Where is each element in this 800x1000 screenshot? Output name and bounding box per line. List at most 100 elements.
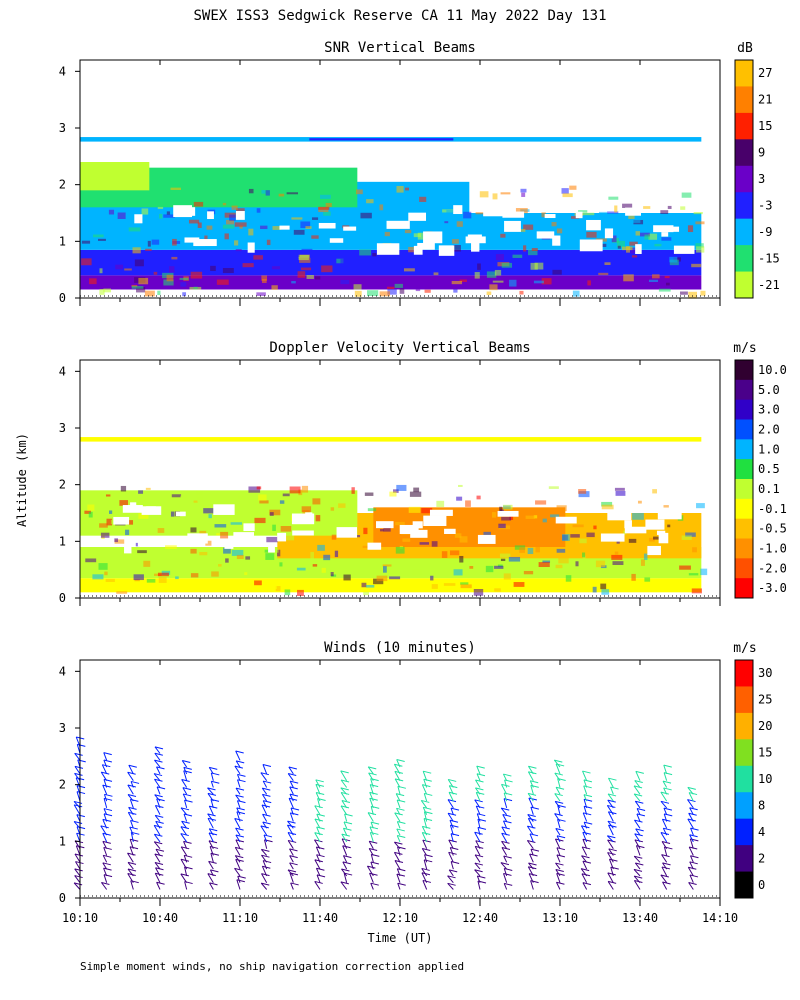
wind-barb	[477, 880, 481, 890]
heatmap-cell	[696, 246, 705, 253]
wind-barb	[100, 825, 108, 836]
colorbar-swatch	[735, 845, 753, 873]
wind-barb	[394, 771, 401, 781]
wind-barb	[75, 845, 81, 856]
wind-barb-flag	[236, 811, 246, 815]
wind-barb-flag	[180, 858, 190, 862]
heatmap-gap	[367, 542, 382, 550]
colorbar-swatch	[735, 86, 753, 114]
wind-barb	[689, 874, 694, 883]
heatmap-cell	[578, 489, 587, 494]
heatmap-cell	[473, 588, 484, 596]
wind-barb-flag	[396, 759, 405, 763]
heatmap-cell	[515, 208, 528, 214]
wind-barb	[583, 785, 588, 795]
heatmap-cell	[234, 222, 247, 227]
wind-barb	[606, 805, 614, 815]
wind-barb-flag	[342, 845, 351, 849]
wind-barb	[527, 793, 534, 802]
wind-barb	[207, 813, 214, 822]
wind-barb	[366, 865, 374, 877]
heatmap-cell	[486, 291, 492, 295]
heatmap-cell	[419, 542, 430, 545]
wind-barb-flag	[423, 806, 432, 810]
wind-barb-flag	[501, 826, 510, 830]
colorbar-label: -2.0	[758, 561, 787, 575]
wind-barb	[422, 807, 428, 815]
wind-barb-flag	[155, 848, 165, 852]
wind-barb	[102, 841, 108, 849]
heatmap-gap	[224, 539, 234, 549]
heatmap-gap	[579, 239, 603, 252]
heatmap-cell	[305, 226, 312, 229]
heatmap-region	[309, 138, 454, 141]
wind-barb	[449, 825, 454, 836]
wind-barb-flag	[689, 807, 698, 811]
wind-barb	[557, 778, 561, 788]
heatmap-cell	[154, 573, 162, 576]
wind-barb	[287, 869, 294, 877]
heatmap-cell	[297, 589, 304, 597]
heatmap-cell	[565, 575, 572, 582]
x-tick-label: 11:10	[222, 911, 258, 925]
heatmap-cell	[700, 568, 708, 576]
heatmap-cell	[338, 503, 346, 508]
heatmap-cell	[223, 547, 231, 554]
heatmap-gap	[653, 225, 674, 233]
heatmap-cell	[138, 490, 144, 494]
wind-barb-flag	[287, 869, 297, 873]
wind-barb-flag	[103, 759, 112, 763]
heatmap-cell	[151, 239, 160, 245]
y-tick-label: 3	[59, 421, 66, 435]
wind-barb	[529, 833, 534, 843]
wind-barb-flag	[661, 841, 671, 844]
wind-barb-flag	[476, 805, 485, 809]
wind-barb-flag	[74, 772, 83, 776]
heatmap-cell	[144, 243, 148, 248]
wind-barb	[662, 862, 668, 870]
wind-barb-flag	[607, 835, 616, 839]
heatmap-cell	[533, 515, 538, 519]
wind-barb	[582, 860, 588, 870]
heatmap-cell	[527, 249, 538, 256]
wind-barb	[235, 760, 241, 768]
wind-barb	[209, 869, 214, 877]
wind-barb	[316, 854, 321, 863]
wind-barb-flag	[73, 821, 83, 825]
heatmap-cell	[298, 254, 309, 261]
heatmap-cell	[175, 216, 185, 223]
colorbar-swatch	[735, 818, 753, 846]
wind-barb-flag	[262, 821, 271, 825]
heatmap-cell	[453, 289, 458, 293]
wind-barb-flag	[340, 787, 349, 791]
colorbar-frame	[734, 659, 754, 899]
wind-barb	[315, 784, 321, 795]
heatmap-cell	[248, 188, 254, 194]
wind-barb-flag	[234, 818, 243, 821]
wind-barb	[687, 799, 694, 809]
wind-barb	[183, 841, 188, 849]
heatmap-cell	[316, 282, 322, 285]
wind-barb-flag	[316, 813, 325, 817]
wind-barb	[370, 806, 374, 815]
heatmap-cell	[680, 206, 686, 210]
wind-barb	[235, 827, 241, 836]
heatmap-cell	[219, 208, 225, 214]
heatmap-gap	[130, 502, 137, 508]
wind-barb	[207, 818, 214, 829]
heatmap-cell	[562, 193, 573, 198]
wind-barb	[447, 779, 454, 788]
wind-barb	[557, 819, 561, 829]
heatmap-cell	[395, 546, 405, 554]
wind-barb-flag	[394, 841, 403, 845]
wind-barb	[261, 794, 268, 802]
colorbar-label: 1.0	[758, 442, 780, 456]
wind-barb	[180, 807, 188, 816]
wind-barb	[394, 812, 401, 822]
heatmap-cell	[363, 527, 368, 535]
wind-barb	[340, 805, 348, 815]
colorbar-swatch	[735, 660, 753, 687]
wind-barb-flag	[450, 807, 460, 811]
wind-barb	[528, 873, 534, 883]
heatmap-cell	[261, 275, 268, 281]
